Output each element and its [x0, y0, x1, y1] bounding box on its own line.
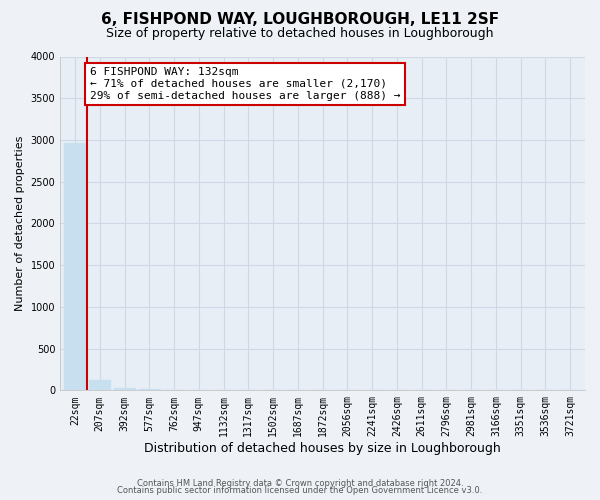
- Text: 6 FISHPOND WAY: 132sqm
← 71% of detached houses are smaller (2,170)
29% of semi-: 6 FISHPOND WAY: 132sqm ← 71% of detached…: [90, 68, 400, 100]
- Bar: [114, 388, 135, 390]
- X-axis label: Distribution of detached houses by size in Loughborough: Distribution of detached houses by size …: [144, 442, 501, 455]
- Bar: [64, 144, 86, 390]
- Text: Contains public sector information licensed under the Open Government Licence v3: Contains public sector information licen…: [118, 486, 482, 495]
- Text: Contains HM Land Registry data © Crown copyright and database right 2024.: Contains HM Land Registry data © Crown c…: [137, 478, 463, 488]
- Text: 6, FISHPOND WAY, LOUGHBOROUGH, LE11 2SF: 6, FISHPOND WAY, LOUGHBOROUGH, LE11 2SF: [101, 12, 499, 28]
- Text: Size of property relative to detached houses in Loughborough: Size of property relative to detached ho…: [106, 28, 494, 40]
- Bar: [89, 380, 110, 390]
- Y-axis label: Number of detached properties: Number of detached properties: [15, 136, 25, 311]
